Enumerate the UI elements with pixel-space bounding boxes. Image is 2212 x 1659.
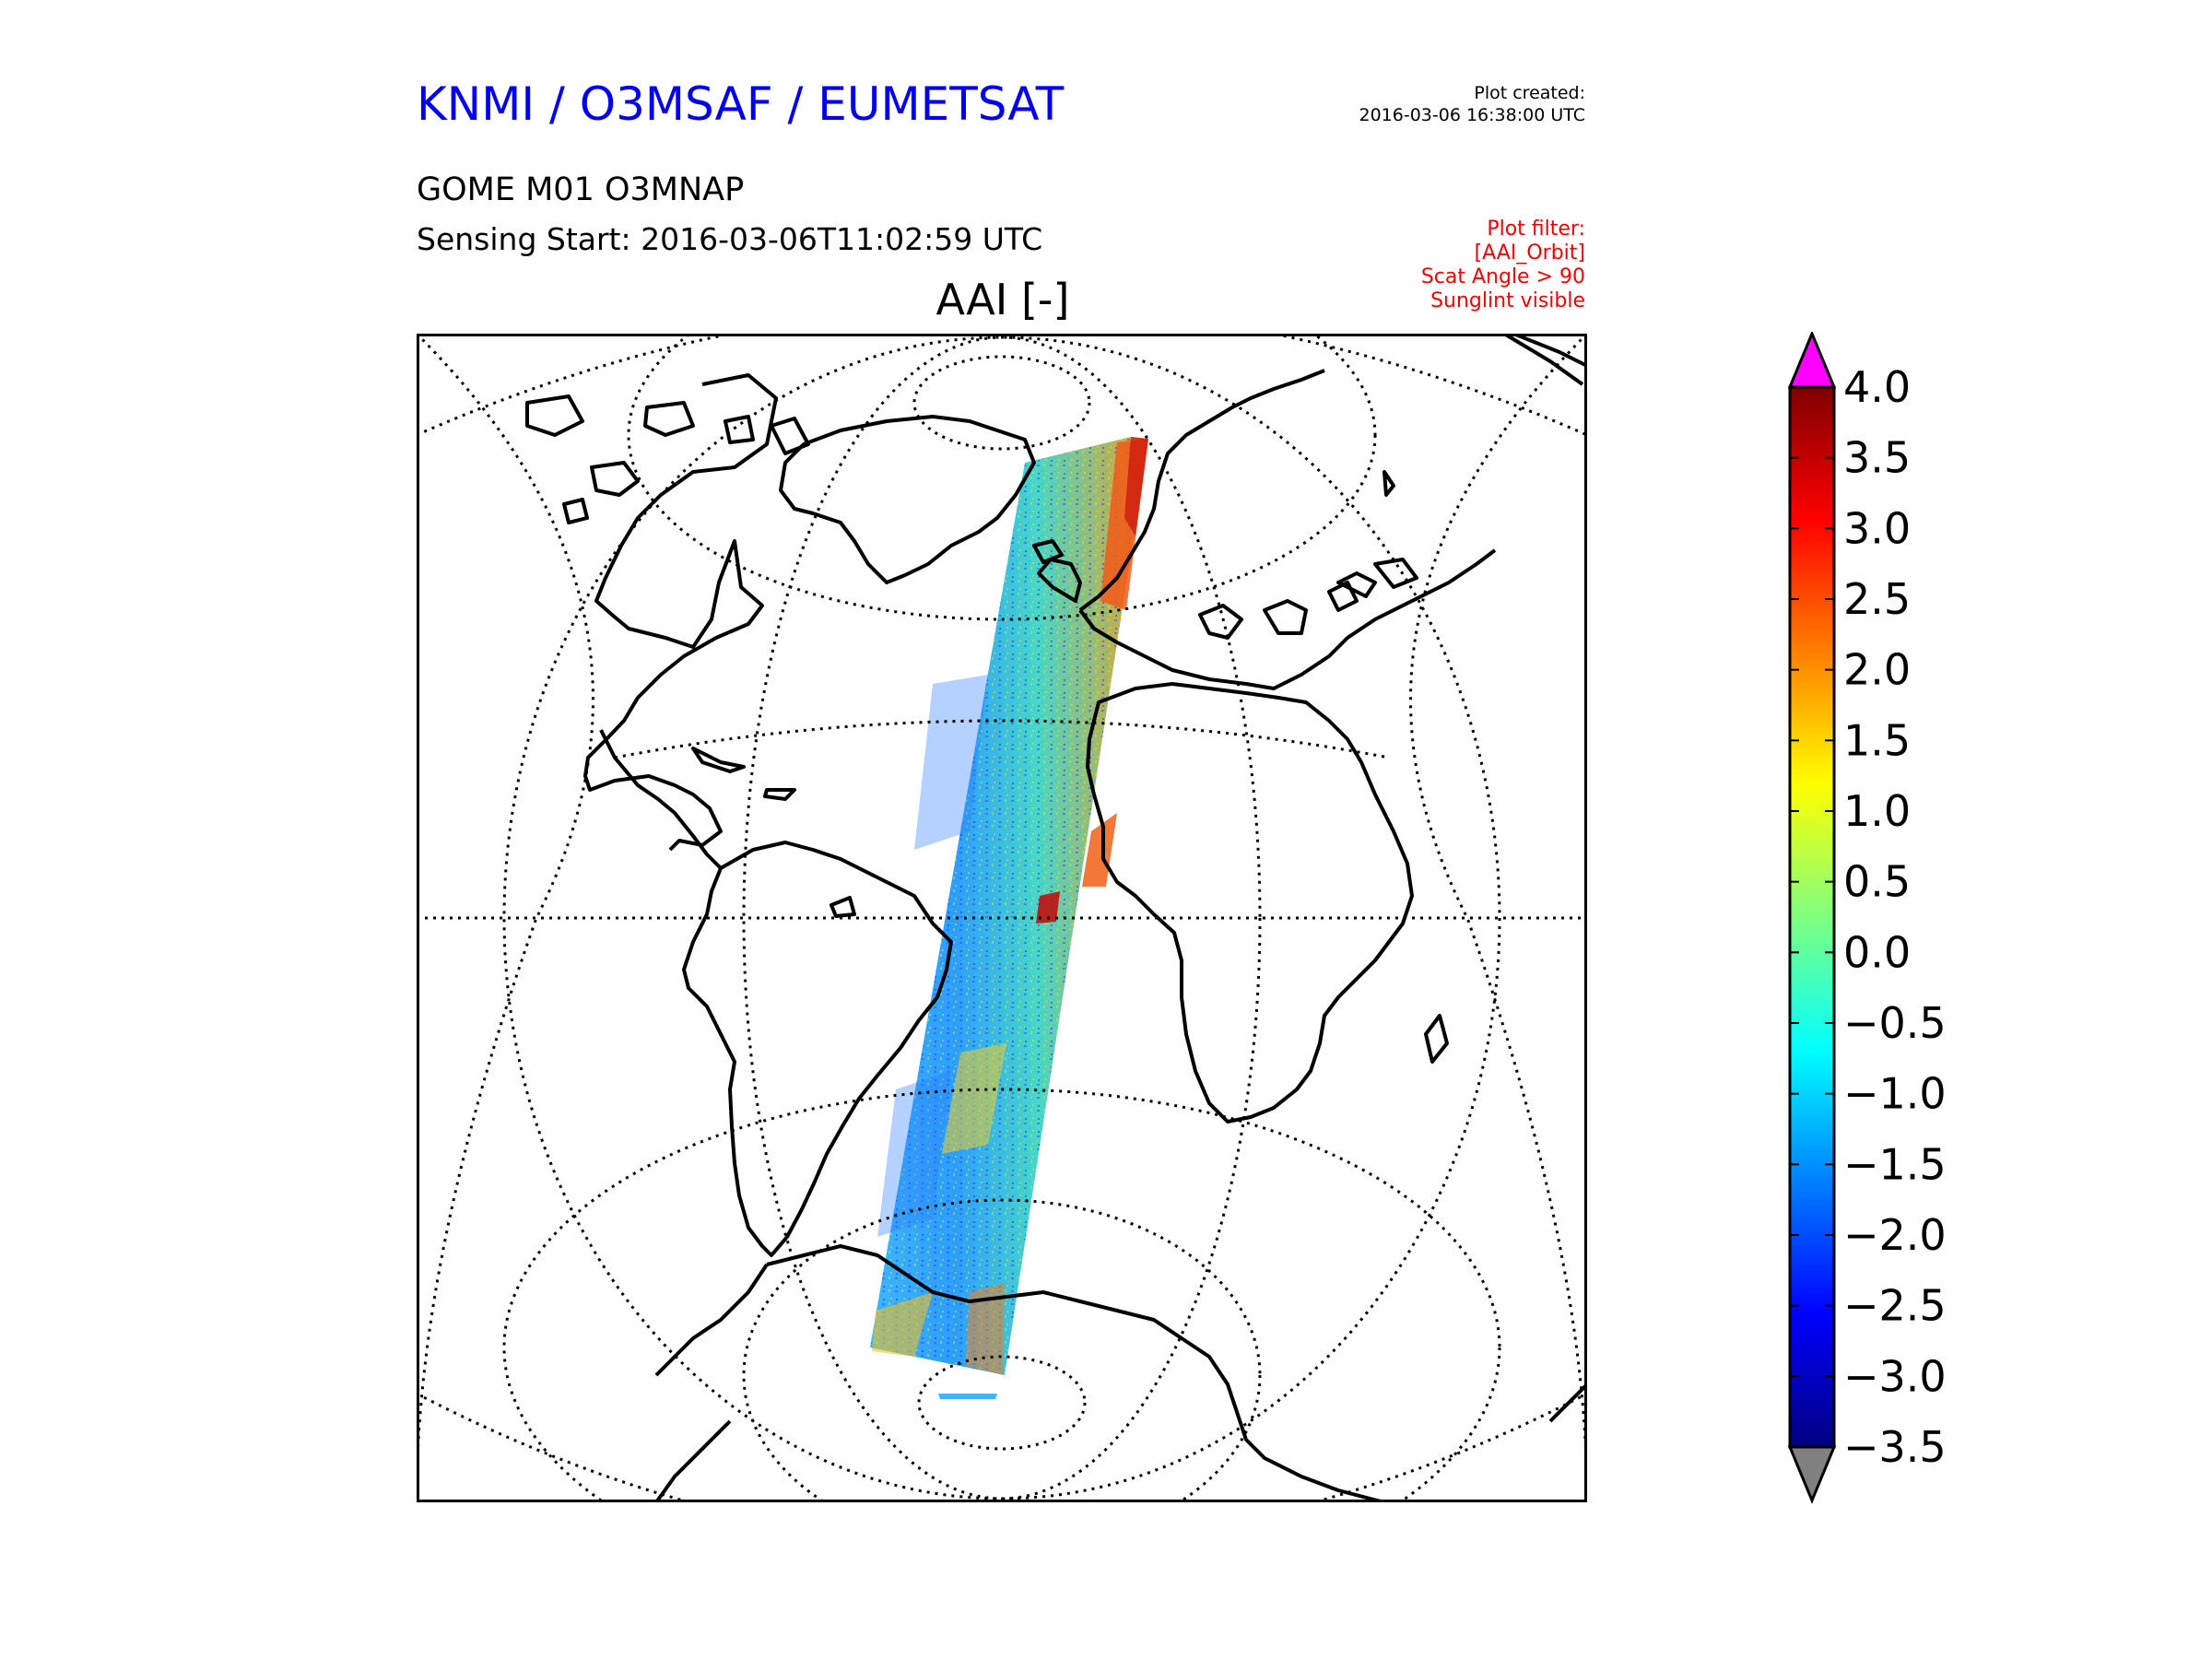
colorbar-tick-label: 2.5 [1843, 574, 1911, 624]
colorbar-ticks: 4.0 3.5 3.0 2.5 2.0 1.5 1.0 0.5 0.0 −0.5 −1.0 −1.5 −… [1790, 362, 1947, 1472]
map-title: AAI [-] [935, 275, 1070, 324]
aai-map [417, 334, 1587, 1502]
colorbar-under-arrow [1788, 1445, 1837, 1504]
colorbar-tick-label: −3.0 [1843, 1351, 1947, 1401]
graticule [417, 334, 1587, 1502]
plot-filter-label: Plot filter: [1487, 218, 1585, 241]
colorbar-tick-label: −0.5 [1843, 998, 1947, 1048]
coast-north-america [583, 373, 778, 852]
product-name: GOME M01 O3MNAP [417, 171, 745, 208]
plot-filter-orbit: [AAI_Orbit] [1474, 241, 1585, 265]
sensing-start: Sensing Start: 2016-03-06T11:02:59 UTC [417, 221, 1043, 257]
colorbar: 4.0 3.5 3.0 2.5 2.0 1.5 1.0 0.5 0.0 −0.5 −1.0 −1.5 −… [1788, 332, 1947, 1504]
colorbar-tick-label: 0.0 [1843, 927, 1911, 977]
coastlines [525, 334, 1587, 1502]
organization-title: KNMI / O3MSAF / EUMETSAT [417, 77, 1065, 131]
plot-created-label: Plot created: [1474, 83, 1585, 103]
colorbar-tick-label: 2.0 [1843, 645, 1911, 695]
plot-created-timestamp: 2016-03-06 16:38:00 UTC [1359, 105, 1586, 125]
colorbar-tick-label: −2.5 [1843, 1281, 1947, 1331]
colorbar-tick-label: 0.5 [1843, 857, 1911, 907]
colorbar-tick-label: 1.5 [1843, 715, 1911, 765]
coast-greenland [779, 415, 1036, 584]
coast-antarctica [766, 1244, 1385, 1502]
colorbar-tick-label: −1.0 [1843, 1069, 1947, 1119]
colorbar-tick-label: −3.5 [1843, 1422, 1947, 1472]
colorbar-tick-label: 3.5 [1843, 433, 1911, 483]
colorbar-tick-label: −1.5 [1843, 1139, 1947, 1189]
plot-filter-scat-angle: Scat Angle > 90 [1420, 265, 1585, 288]
colorbar-tick-label: −2.0 [1843, 1210, 1947, 1260]
colorbar-tick-label: 1.0 [1843, 786, 1911, 836]
colorbar-over-arrow [1788, 332, 1837, 389]
colorbar-tick-label: 4.0 [1843, 362, 1911, 412]
coast-africa [1086, 682, 1414, 1124]
colorbar-gradient [1788, 385, 1836, 1449]
map-frame [417, 334, 1587, 1502]
plot-filter-sunglint: Sunglint visible [1430, 289, 1585, 312]
coast-europe [1078, 369, 1325, 612]
coast-south-america [682, 841, 953, 1257]
colorbar-tick-label: 3.0 [1843, 503, 1911, 553]
aai-swath [870, 437, 1148, 1399]
